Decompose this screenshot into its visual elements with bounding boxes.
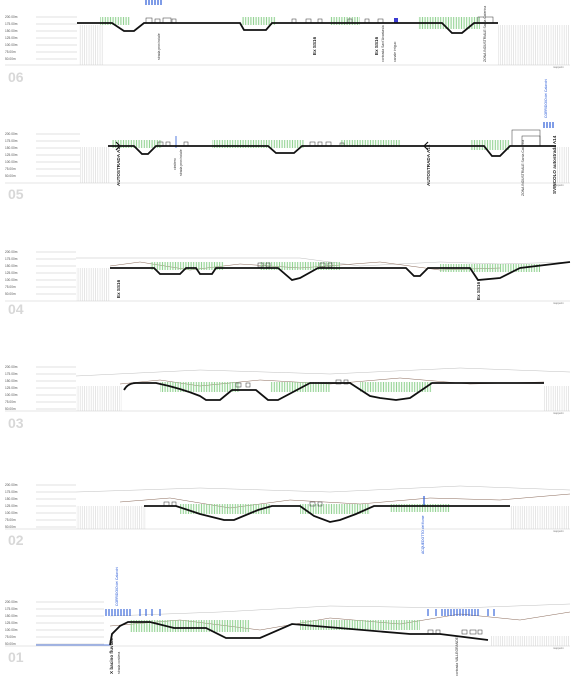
svg-text:75.00m: 75.00m bbox=[5, 400, 16, 404]
label-canale: canale irriguo bbox=[393, 42, 397, 62]
label-ex-ss16: Ex SS16 bbox=[116, 279, 121, 298]
label-corridoio: CORRIDOIO dei Calanchi bbox=[544, 79, 548, 118]
svg-text:125.00m: 125.00m bbox=[5, 621, 18, 625]
svg-text:50.00m: 50.00m bbox=[5, 525, 16, 529]
svg-text:175.00m: 175.00m bbox=[5, 139, 18, 143]
section-04: 200.00m 175.00m 150.00m 125.00m 100.00m … bbox=[5, 250, 571, 317]
label-cimitero: cimitero bbox=[173, 158, 177, 170]
label-zona-industriale: ZONA INDUSTRIALE Santa Caterina bbox=[483, 6, 487, 62]
label-svincolo: SVINCOLO autostrada A14 bbox=[552, 135, 557, 194]
svg-text:125.00m: 125.00m bbox=[5, 153, 18, 157]
svg-text:75.00m: 75.00m bbox=[5, 167, 16, 171]
svg-text:175.00m: 175.00m bbox=[5, 22, 18, 26]
label-strada-costiera: strada costiera bbox=[117, 652, 121, 674]
svg-text:100.00m: 100.00m bbox=[5, 278, 18, 282]
elevation-axis: 200.00m 175.00m 150.00m 125.00m 100.00m … bbox=[5, 600, 570, 647]
svg-text:50.00m: 50.00m bbox=[5, 292, 16, 296]
svg-text:100.00m: 100.00m bbox=[5, 160, 18, 164]
svg-text:125.00m: 125.00m bbox=[5, 271, 18, 275]
svg-text:150.00m: 150.00m bbox=[5, 497, 18, 501]
section-05: 200.00m 175.00m 150.00m 125.00m 100.00m … bbox=[5, 79, 570, 202]
section-02: 200.00m 175.00m 150.00m 125.00m 100.00m … bbox=[5, 483, 571, 554]
unit-label: mappe/m bbox=[553, 411, 564, 415]
svg-text:50.00m: 50.00m bbox=[5, 642, 16, 646]
elevation-axis: 200.00m 175.00m 150.00m 125.00m 100.00m … bbox=[5, 132, 570, 184]
svg-text:125.00m: 125.00m bbox=[5, 36, 18, 40]
svg-text:125.00m: 125.00m bbox=[5, 504, 18, 508]
section-number: 02 bbox=[8, 532, 24, 548]
svg-text:50.00m: 50.00m bbox=[5, 174, 16, 178]
section-01: 200.00m 175.00m 150.00m 125.00m 100.00m … bbox=[5, 567, 571, 676]
label-zona-industriale: ZONA INDUSTRIALE Santa Caterina bbox=[521, 140, 525, 196]
svg-text:75.00m: 75.00m bbox=[5, 518, 16, 522]
svg-text:200.00m: 200.00m bbox=[5, 15, 18, 19]
label-autostrada: AUTOSTRADA A14 bbox=[426, 144, 431, 186]
svg-text:175.00m: 175.00m bbox=[5, 257, 18, 261]
svg-text:150.00m: 150.00m bbox=[5, 379, 18, 383]
svg-text:200.00m: 200.00m bbox=[5, 600, 18, 604]
label-acquedotto: ACQUEDOTTO del fiume bbox=[421, 515, 425, 554]
svg-text:175.00m: 175.00m bbox=[5, 372, 18, 376]
label-strada-provinciale: strada provinciale bbox=[179, 149, 183, 176]
svg-text:50.00m: 50.00m bbox=[5, 57, 16, 61]
svg-text:150.00m: 150.00m bbox=[5, 264, 18, 268]
label-corridoio: CORRIDOIO dei Calanchi bbox=[115, 567, 119, 606]
section-06: 200.00m 175.00m 150.00m 125.00m 100.00m … bbox=[5, 0, 570, 85]
svg-text:75.00m: 75.00m bbox=[5, 635, 16, 639]
unit-label: mappe/m bbox=[553, 301, 564, 305]
svg-text:100.00m: 100.00m bbox=[5, 511, 18, 515]
svg-text:175.00m: 175.00m bbox=[5, 490, 18, 494]
unit-label: mappe/m bbox=[553, 183, 564, 187]
label-bacino: X bacino fluviale bbox=[109, 637, 114, 674]
unit-label: mappe/m bbox=[553, 65, 564, 69]
svg-text:150.00m: 150.00m bbox=[5, 614, 18, 618]
svg-text:150.00m: 150.00m bbox=[5, 29, 18, 33]
svg-text:100.00m: 100.00m bbox=[5, 393, 18, 397]
section-number: 06 bbox=[8, 69, 24, 85]
section-number: 03 bbox=[8, 415, 24, 431]
svg-text:50.00m: 50.00m bbox=[5, 407, 16, 411]
svg-text:75.00m: 75.00m bbox=[5, 50, 16, 54]
label-ex-ss16: Ex SS16 bbox=[374, 36, 379, 55]
section-number: 05 bbox=[8, 186, 24, 202]
label-contrada: contrada Sant'Anastasia bbox=[381, 25, 385, 62]
section-number: 04 bbox=[8, 301, 24, 317]
svg-text:100.00m: 100.00m bbox=[5, 43, 18, 47]
section-number: 01 bbox=[8, 649, 24, 665]
svg-text:175.00m: 175.00m bbox=[5, 607, 18, 611]
svg-text:75.00m: 75.00m bbox=[5, 285, 16, 289]
svg-text:200.00m: 200.00m bbox=[5, 365, 18, 369]
unit-label: mappe/m bbox=[553, 529, 564, 533]
label-contrada-vallegrande: contrada VALLEGRANDE bbox=[455, 636, 459, 676]
svg-text:200.00m: 200.00m bbox=[5, 132, 18, 136]
svg-text:200.00m: 200.00m bbox=[5, 483, 18, 487]
label-ex-ss16: Ex SS16 bbox=[312, 36, 317, 55]
label-ex-ss16: Ex SS16 bbox=[476, 281, 481, 300]
unit-label: mappe/m bbox=[553, 646, 564, 650]
svg-text:125.00m: 125.00m bbox=[5, 386, 18, 390]
section-03: 200.00m 175.00m 150.00m 125.00m 100.00m … bbox=[5, 365, 571, 431]
svg-text:150.00m: 150.00m bbox=[5, 146, 18, 150]
label-autostrada: AUTOSTRADA A14 bbox=[116, 144, 121, 186]
svg-text:200.00m: 200.00m bbox=[5, 250, 18, 254]
svg-text:100.00m: 100.00m bbox=[5, 628, 18, 632]
label-strada-provinciale: strada provinciale bbox=[157, 33, 161, 60]
